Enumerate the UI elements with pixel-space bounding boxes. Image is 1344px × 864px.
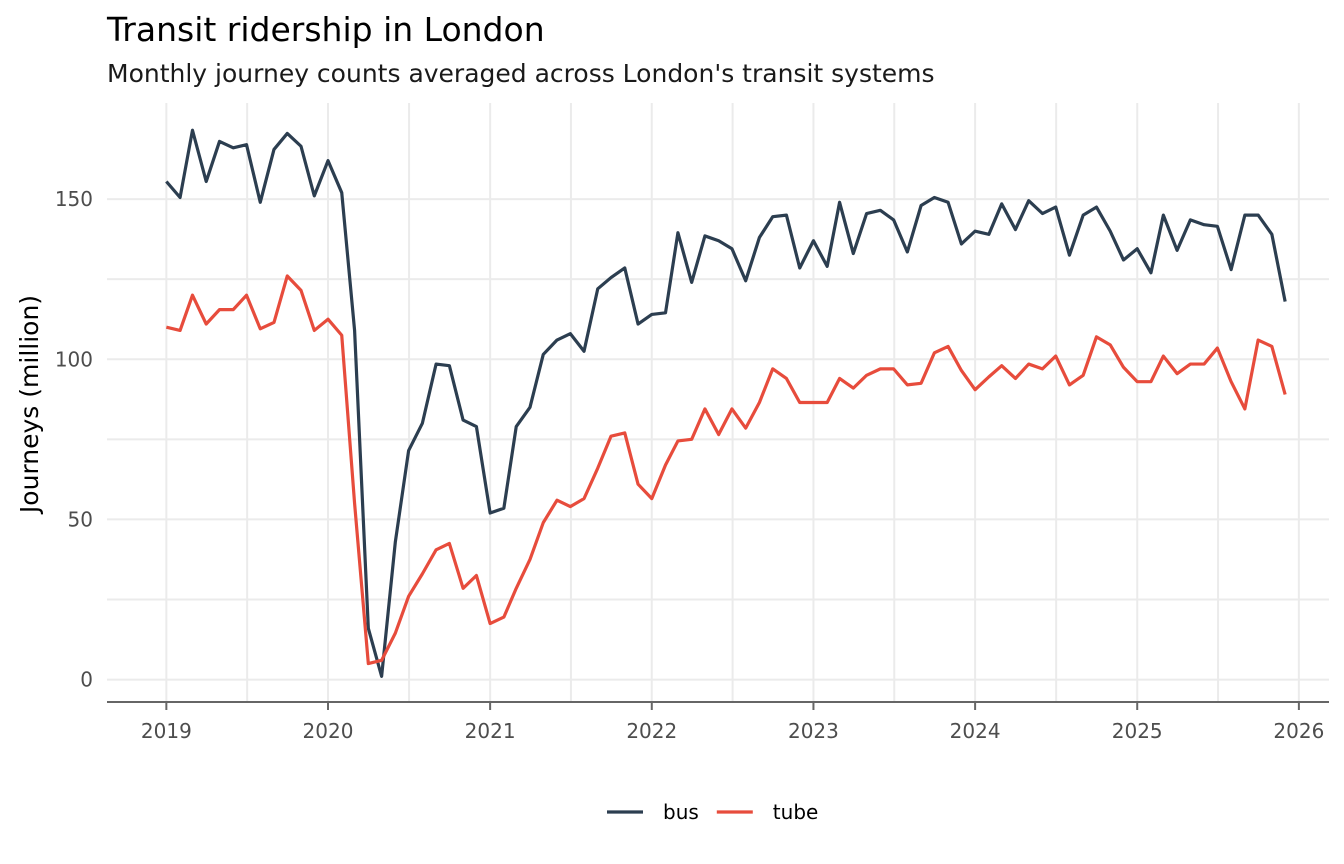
- x-tick-label: 2026: [1273, 719, 1324, 743]
- y-tick-label: 0: [80, 668, 93, 692]
- gridlines: [107, 103, 1329, 702]
- x-tick-label: 2019: [141, 719, 192, 743]
- y-tick-label: 150: [55, 187, 93, 211]
- x-tick-label: 2020: [303, 719, 354, 743]
- series-line-bus: [165, 128, 1287, 678]
- series-line-tube: [165, 274, 1287, 666]
- y-axis-label: Journeys (million): [15, 295, 44, 515]
- y-tick-label: 100: [55, 347, 93, 371]
- x-tick-label: 2023: [788, 719, 839, 743]
- y-tick-label: 50: [68, 507, 93, 531]
- legend-label-bus: bus: [663, 800, 699, 824]
- y-axis-ticks: 0 50 100 150: [55, 187, 93, 691]
- x-tick-label: 2022: [626, 719, 677, 743]
- series-lines: [165, 128, 1287, 678]
- x-tick-label: 2021: [465, 719, 516, 743]
- x-tick-label: 2025: [1112, 719, 1163, 743]
- legend: bus tube: [607, 800, 818, 824]
- x-axis-ticks: 2019 2020 2021 2022 2023 2024 2025 2026: [141, 702, 1324, 743]
- chart-title: Transit ridership in London: [106, 10, 545, 49]
- chart-subtitle: Monthly journey counts averaged across L…: [107, 59, 935, 88]
- legend-label-tube: tube: [773, 800, 819, 824]
- x-tick-label: 2024: [950, 719, 1001, 743]
